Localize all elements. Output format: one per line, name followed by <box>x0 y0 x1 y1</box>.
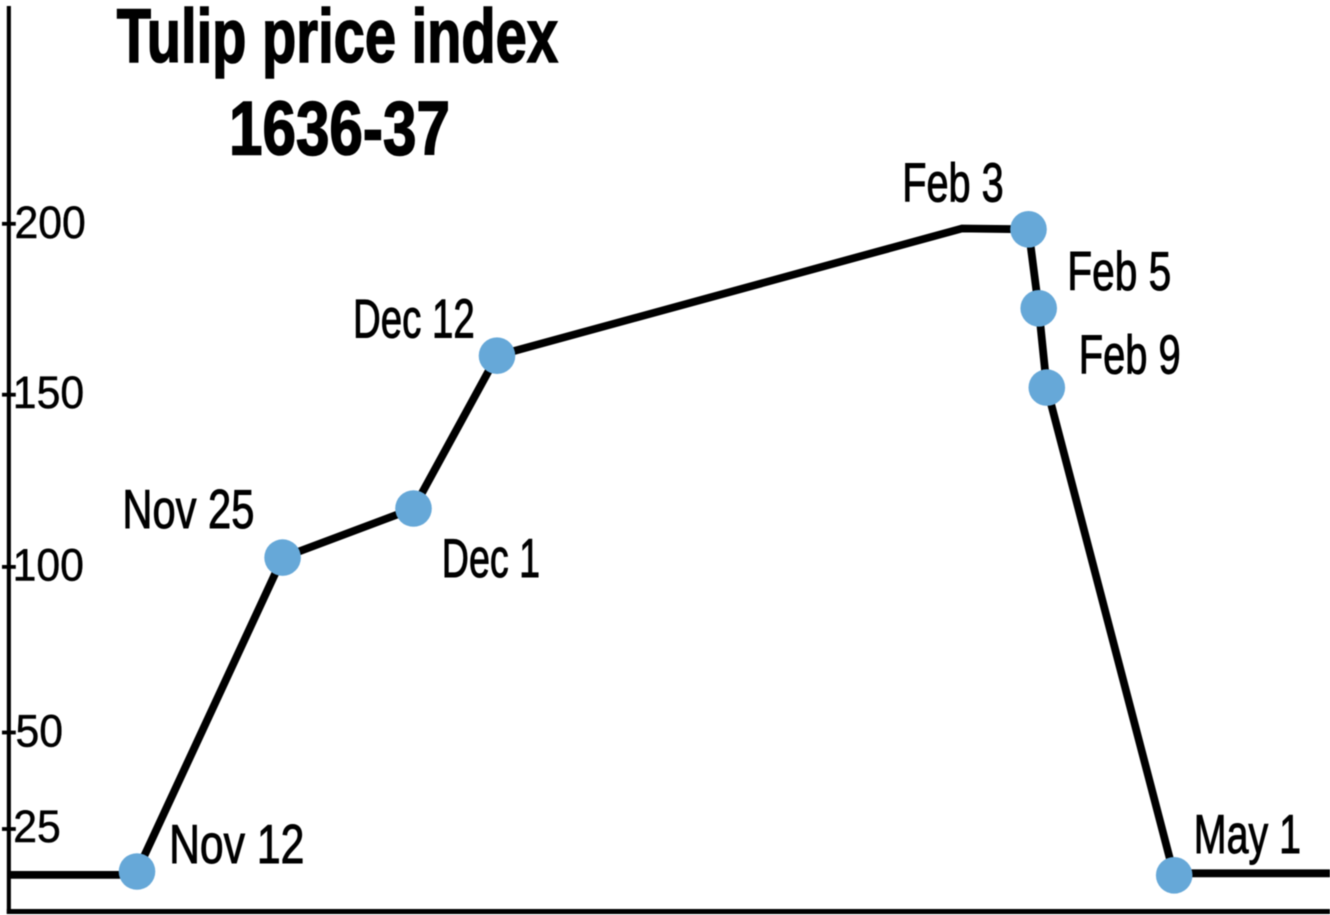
svg-text:100: 100 <box>13 540 84 590</box>
svg-text:Dec 12: Dec 12 <box>353 289 475 350</box>
svg-text:Feb 9: Feb 9 <box>1079 326 1181 387</box>
svg-text:May 1: May 1 <box>1194 805 1301 866</box>
svg-text:Nov 25: Nov 25 <box>122 480 254 541</box>
svg-text:Nov 12: Nov 12 <box>169 814 304 875</box>
svg-text:Feb 5: Feb 5 <box>1067 241 1171 302</box>
svg-text:Dec 1: Dec 1 <box>442 527 540 589</box>
svg-text:150: 150 <box>13 368 84 418</box>
svg-text:Feb 3: Feb 3 <box>902 153 1003 214</box>
svg-text:25: 25 <box>13 802 61 852</box>
svg-text:200: 200 <box>15 198 86 248</box>
svg-text:1636-37: 1636-37 <box>229 86 450 171</box>
svg-text:Tulip price index: Tulip price index <box>117 0 558 79</box>
svg-text:50: 50 <box>16 706 64 756</box>
